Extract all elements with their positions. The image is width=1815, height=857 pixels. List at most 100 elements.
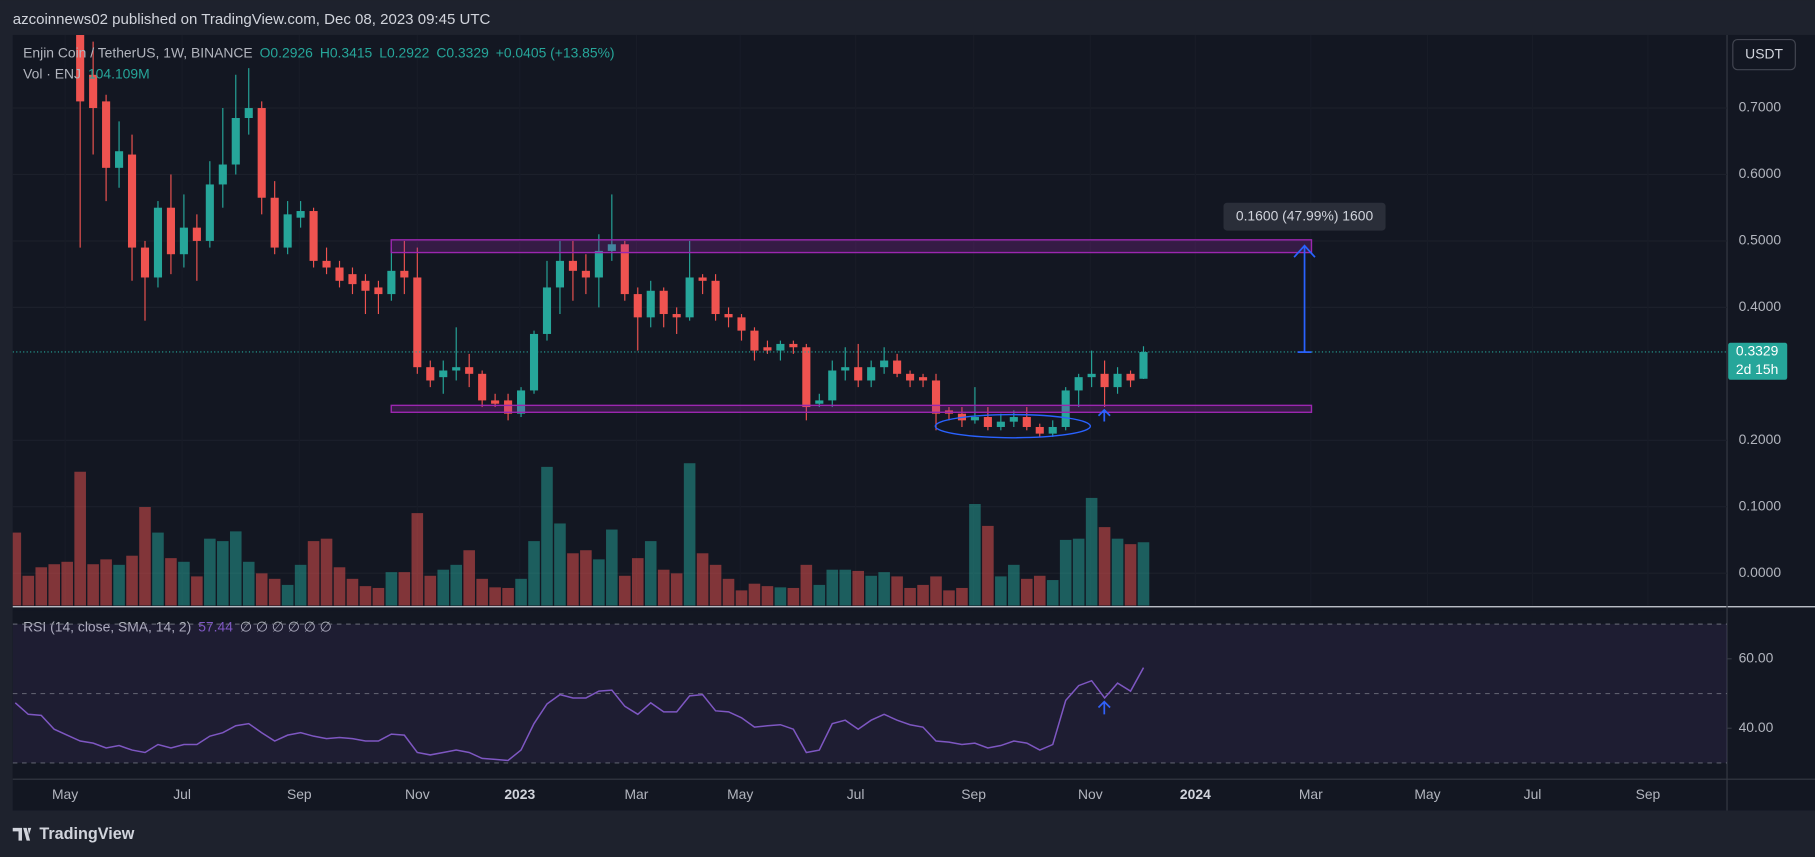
volume-bar xyxy=(476,578,488,606)
volume-bar xyxy=(1137,542,1150,606)
x-tick-label: 2024 xyxy=(1180,786,1211,802)
candle-body xyxy=(996,421,1005,427)
x-tick-label: May xyxy=(52,786,78,802)
x-tick-label: Jul xyxy=(173,786,191,802)
volume-bar xyxy=(631,558,644,606)
volume-bar xyxy=(450,564,463,606)
candle-body xyxy=(1022,417,1031,427)
volume-bar xyxy=(567,553,579,606)
rsi-tick-label: 40.00 xyxy=(1739,719,1774,735)
candle-body xyxy=(517,390,526,414)
candle-body xyxy=(815,400,824,404)
volume-bar xyxy=(372,587,385,606)
candle-body xyxy=(257,108,266,198)
volume-label: Vol · ENJ xyxy=(23,65,81,81)
y-tick-label: 0.7000 xyxy=(1739,99,1782,115)
x-tick-label: Sep xyxy=(1636,786,1661,802)
candle-body xyxy=(374,287,383,295)
candle-body xyxy=(1009,417,1018,422)
volume-bar xyxy=(1085,497,1098,606)
legend-open: O0.2926 xyxy=(260,44,314,60)
candle-body xyxy=(89,74,98,109)
candle-body xyxy=(166,207,175,255)
legend: Enjin Coin / TetherUS, 1W, BINANCE O0.292… xyxy=(23,44,614,60)
volume-bar xyxy=(204,538,216,606)
candle-body xyxy=(1100,373,1109,388)
volume-bar xyxy=(242,561,255,606)
x-tick-label: Mar xyxy=(625,786,649,802)
volume-bar xyxy=(1072,538,1085,606)
y-tick-label: 0.0000 xyxy=(1739,564,1782,580)
currency-button[interactable] xyxy=(1732,38,1796,71)
volume-bar xyxy=(307,541,320,606)
volume-bar xyxy=(74,471,86,606)
candle-body xyxy=(931,380,941,414)
volume-bar xyxy=(411,513,424,606)
candle-body xyxy=(1074,377,1083,391)
volume-bar xyxy=(1098,527,1111,606)
candle-body xyxy=(880,360,889,368)
candle-body xyxy=(685,277,694,318)
rsi-pane xyxy=(12,610,1728,780)
candle-body xyxy=(452,367,461,371)
candle-body xyxy=(918,377,928,381)
volume-bar xyxy=(943,590,955,606)
volume-bar xyxy=(878,572,890,606)
volume-bar xyxy=(891,576,903,606)
candle-body xyxy=(854,367,863,381)
volume-bar xyxy=(580,550,592,606)
volume-bar xyxy=(294,564,307,606)
candle-body xyxy=(192,227,201,241)
volume-bar xyxy=(826,569,839,606)
candle-body xyxy=(76,34,85,102)
volume-bar xyxy=(113,564,125,606)
volume-bar xyxy=(1124,544,1137,606)
candle-body xyxy=(594,250,603,278)
candle-body xyxy=(776,343,785,351)
candle-body xyxy=(1061,390,1070,427)
volume-bar xyxy=(489,587,501,606)
candle-body xyxy=(348,274,357,285)
rsi-line xyxy=(14,667,1145,762)
volume-bar xyxy=(839,569,852,606)
volume-bar xyxy=(982,525,994,606)
volume-bar xyxy=(139,507,151,606)
volume-bar xyxy=(463,550,475,606)
x-tick-label: 2023 xyxy=(504,786,535,802)
candle-body xyxy=(581,270,590,278)
candle-body xyxy=(763,347,772,351)
volume-bar xyxy=(87,564,99,606)
volume-bar xyxy=(541,466,553,606)
candle-body xyxy=(465,367,474,374)
volume-bar xyxy=(333,567,346,606)
x-tick-label: Jul xyxy=(1524,786,1542,802)
volume-bar xyxy=(48,564,61,606)
volume-bar xyxy=(930,576,942,606)
volume-bar xyxy=(255,573,268,606)
legend-low: L0.2922 xyxy=(379,44,429,60)
candle-body xyxy=(906,373,915,381)
volume-bar xyxy=(217,541,229,606)
rsi-placeholders: ∅ ∅ ∅ ∅ ∅ ∅ xyxy=(240,618,332,634)
candle-body xyxy=(724,314,733,318)
volume-bar xyxy=(761,586,774,606)
x-tick-label: Sep xyxy=(961,786,986,802)
legend-change: +0.0405 (+13.85%) xyxy=(496,44,615,60)
volume-bar xyxy=(1033,575,1046,606)
volume-bar xyxy=(813,584,826,606)
candle-body xyxy=(335,267,344,281)
candle-body xyxy=(659,290,668,315)
legend-high: H0.3415 xyxy=(320,44,373,60)
volume-bar xyxy=(722,578,735,606)
candle-body xyxy=(361,280,370,291)
rsi-name: RSI (14, close, SMA, 14, 2) xyxy=(23,618,191,634)
volume-bar xyxy=(683,463,696,606)
x-tick-label: Sep xyxy=(287,786,312,802)
arrow-up xyxy=(1097,408,1111,422)
y-tick-label: 0.6000 xyxy=(1739,165,1782,181)
x-tick-label: Mar xyxy=(1299,786,1323,802)
candle-body xyxy=(711,280,720,315)
x-tick-label: Nov xyxy=(1078,786,1103,802)
volume-bar xyxy=(865,575,877,606)
